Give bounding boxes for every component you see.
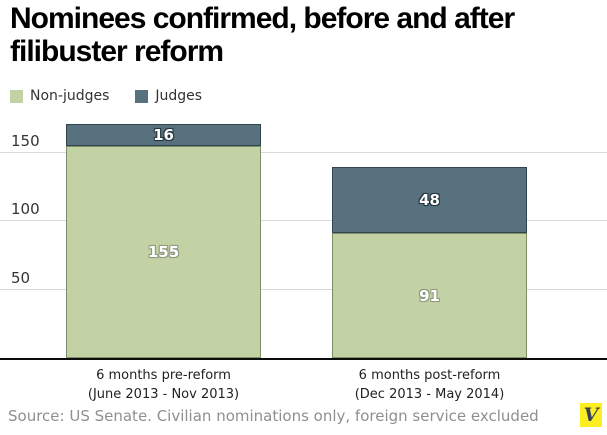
gridline-100 (0, 220, 607, 221)
bar-value-label: 91 (419, 286, 440, 305)
x-category-label-line: (Dec 2013 - May 2014) (354, 387, 505, 402)
gridline-50 (0, 289, 607, 290)
gridline-150 (0, 152, 607, 153)
legend-item-non-judges: Non-judges (10, 88, 109, 104)
legend-swatch (135, 89, 149, 103)
legend: Non-judges Judges (10, 88, 202, 104)
legend-swatch (10, 89, 23, 103)
vox-logo-letter: V (583, 403, 599, 426)
legend-label: Judges (155, 88, 203, 104)
legend-item-judges: Judges (135, 88, 202, 104)
bar-value-label: 48 (419, 191, 440, 209)
bar-segment-non-judges[interactable]: 91 (332, 233, 527, 358)
x-category-label-line: 6 months pre-reform (96, 368, 231, 383)
x-axis-labels: 6 months pre-reform (June 2013 - Nov 2013… (0, 366, 607, 406)
x-category-label-line: (June 2013 - Nov 2013) (87, 387, 240, 402)
x-category-label: 6 months post-reform (Dec 2013 - May 2014… (290, 366, 570, 404)
chart-title: Nominees confirmed, before and after fil… (10, 2, 515, 68)
x-axis-line (0, 358, 607, 360)
x-category-label-line: 6 months post-reform (358, 368, 501, 383)
y-tick-label: 50 (11, 269, 31, 287)
plot-area: 50 100 150 16 155 48 91 (0, 124, 607, 358)
y-tick-label: 100 (11, 200, 40, 218)
bar-segment-judges[interactable]: 16 (66, 124, 261, 146)
vox-logo: V (580, 403, 602, 427)
stacked-bar[interactable]: 48 91 (332, 167, 527, 358)
bar-value-label: 16 (153, 126, 174, 144)
legend-label: Non-judges (30, 88, 110, 104)
y-tick-label: 150 (11, 132, 40, 150)
stacked-bar[interactable]: 16 155 (66, 124, 261, 358)
bar-segment-judges[interactable]: 48 (332, 167, 527, 233)
bar-segment-non-judges[interactable]: 155 (66, 146, 261, 358)
source-note: Source: US Senate. Civilian nominations … (8, 407, 539, 425)
x-category-label: 6 months pre-reform (June 2013 - Nov 2013… (24, 366, 304, 404)
bar-value-label: 155 (147, 243, 180, 261)
